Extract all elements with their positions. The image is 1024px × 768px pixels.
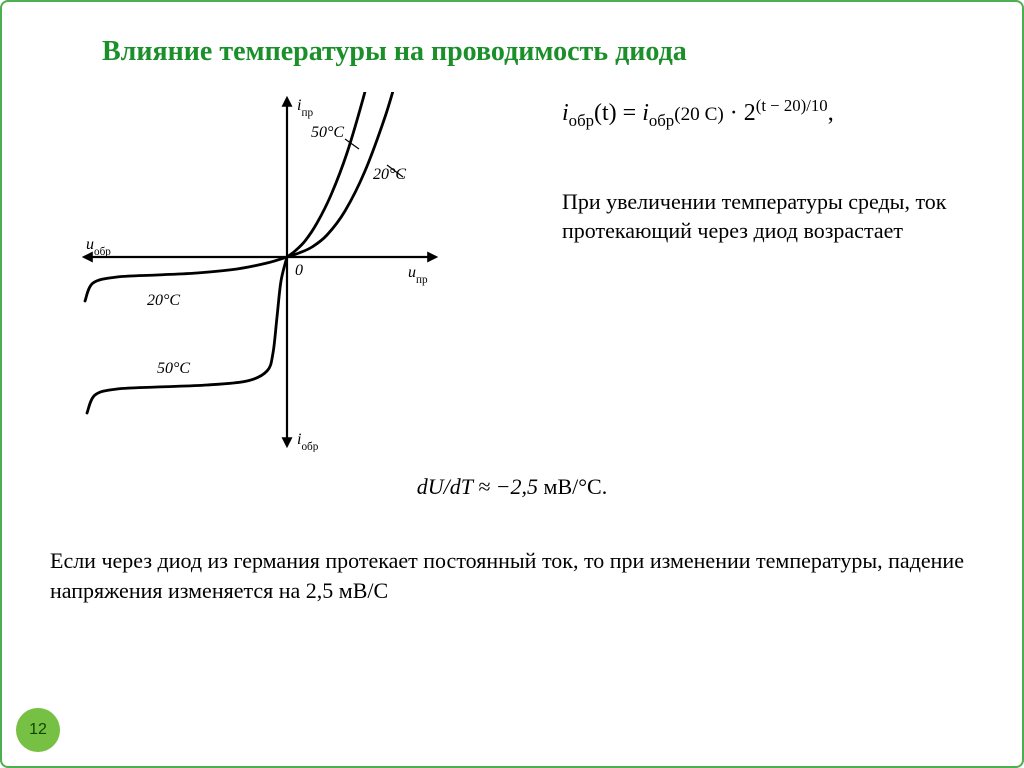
- page-number: 12: [29, 721, 47, 739]
- svg-text:uпр: uпр: [408, 264, 428, 286]
- right-column: iобр(t) = iобр(20 C) · 2(t − 20)/10, При…: [562, 92, 1022, 245]
- svg-text:20°C: 20°C: [147, 292, 180, 309]
- f1-rhs-sub: обр: [649, 111, 674, 130]
- f2-units: мB/°C.: [538, 474, 607, 499]
- iv-chart-svg: iпр iобр uпр uобр 0 50°C 20°C 20°C 50°C: [82, 92, 442, 452]
- page-number-badge: 12: [16, 708, 60, 752]
- f1-rhs-var: i: [642, 100, 649, 126]
- explanation-text: При увеличении температуры среды, ток пр…: [562, 187, 982, 245]
- reverse-current-formula: iобр(t) = iобр(20 C) · 2(t − 20)/10,: [562, 96, 1022, 131]
- svg-text:uобр: uобр: [86, 236, 111, 258]
- content-row: iпрiобрuпрuобр050°C20°C20°C50°C iобр(t) …: [42, 92, 982, 452]
- iv-chart: iпр iобр uпр uобр 0 50°C 20°C 20°C 50°C: [82, 92, 442, 457]
- slide-frame: Влияние температуры на проводимость диод…: [0, 0, 1024, 768]
- page-title: Влияние температуры на проводимость диод…: [102, 36, 982, 68]
- f1-eq: =: [617, 100, 643, 126]
- f1-rhs-arg: (20 C): [674, 104, 724, 125]
- svg-text:20°C: 20°C: [373, 166, 406, 183]
- svg-text:50°C: 50°C: [157, 360, 190, 377]
- svg-text:iобр: iобр: [297, 431, 319, 452]
- svg-text:50°C: 50°C: [311, 124, 344, 141]
- bottom-paragraph: Если через диод из германия протекает по…: [42, 546, 982, 605]
- f1-exp: (t − 20)/10: [756, 96, 828, 115]
- f1-tail: ,: [828, 100, 834, 126]
- f1-lhs-sub: обр: [569, 111, 594, 130]
- svg-text:iпр: iпр: [297, 97, 313, 119]
- f1-lhs-arg: (t): [594, 100, 617, 126]
- f1-dot: · 2: [724, 100, 756, 126]
- svg-text:0: 0: [295, 262, 303, 279]
- f2-left: dU/dT ≈ −2,5: [417, 474, 538, 499]
- voltage-temp-formula: dU/dT ≈ −2,5 мB/°C.: [42, 474, 982, 500]
- f1-lhs-var: i: [562, 100, 569, 126]
